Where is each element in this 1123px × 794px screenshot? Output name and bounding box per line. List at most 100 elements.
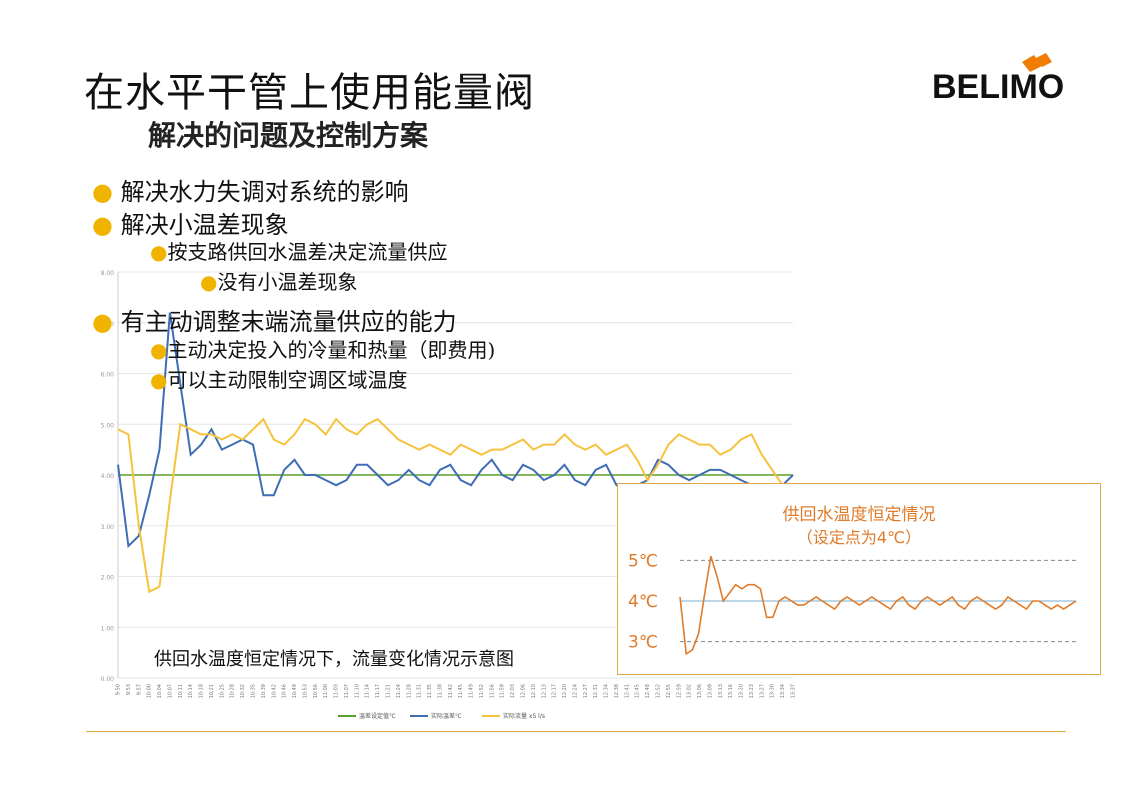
x-tick-label: 11:35 — [427, 684, 433, 698]
x-tick-label: 11:31 — [417, 684, 423, 698]
series-line-1 — [117, 312, 794, 549]
inset-chart-title: 供回水温度恒定情况 — [782, 505, 936, 525]
bullet-item: ●可以主动限制空调区域温度 — [150, 368, 408, 392]
x-tick-label: 11:49 — [469, 684, 475, 698]
x-tick-label: 11:59 — [500, 684, 506, 698]
bullet-item: ●按支路供回水温差决定流量供应 — [150, 240, 448, 264]
inset-chart: 5℃ 4℃ 3℃ — [628, 551, 1077, 656]
x-tick-label: 12:45 — [635, 684, 641, 698]
x-tick-label: 11:17 — [375, 684, 381, 698]
x-tick-label: 12:20 — [562, 684, 568, 698]
x-tick-label: 12:48 — [645, 684, 651, 698]
x-tick-label: 12:06 — [521, 684, 527, 698]
x-tick-label: 10:04 — [157, 684, 163, 698]
x-tick-label: 10:46 — [282, 684, 288, 698]
x-tick-label: 10:28 — [230, 684, 236, 698]
y-tick-label: 3.00 — [101, 524, 115, 531]
x-tick-label: 12:13 — [541, 684, 547, 698]
x-tick-label: 13:20 — [739, 684, 745, 698]
x-tick-label: 11:42 — [448, 684, 454, 698]
x-tick-label: 10:49 — [292, 684, 298, 698]
x-tick-label: 10:11 — [178, 684, 184, 698]
bottom-divider — [86, 731, 1066, 732]
x-tick-label: 13:37 — [791, 684, 797, 698]
x-tick-label: 13:13 — [718, 684, 724, 698]
x-tick-label: 10:07 — [167, 684, 173, 698]
reference-label: 3℃ — [628, 633, 658, 653]
x-tick-label: 11:24 — [396, 684, 402, 698]
x-tick-label: 13:34 — [780, 684, 786, 698]
y-tick-label: 7.00 — [101, 321, 115, 328]
y-tick-label: 2.00 — [101, 575, 115, 582]
x-tick-label: 10:25 — [219, 684, 225, 698]
belimo-logo: BELIMO — [932, 53, 1064, 106]
x-tick-label: 10:14 — [188, 684, 194, 698]
legend-entry: 实际流量 x5 l/s — [503, 712, 545, 720]
x-tick-label: 13:16 — [728, 684, 734, 698]
x-tick-label: 11:28 — [406, 684, 412, 698]
y-tick-label: 5.00 — [101, 422, 115, 429]
x-tick-label: 12:31 — [593, 684, 599, 698]
bullet-item: ●主动决定投入的冷量和热量（即费用) — [150, 338, 496, 362]
x-tick-label: 9:53 — [126, 684, 132, 695]
x-tick-label: 13:06 — [697, 684, 703, 698]
x-tick-label: 13:02 — [687, 684, 693, 698]
slide-title: 在水平干管上使用能量阀 — [84, 70, 535, 116]
x-tick-label: 10:21 — [209, 684, 215, 698]
bullet-item: ● 解决水力失调对系统的影响 — [92, 178, 409, 206]
x-tick-label: 10:56 — [313, 684, 319, 698]
x-tick-label: 12:52 — [656, 684, 662, 698]
x-tick-label: 12:41 — [624, 684, 630, 698]
x-tick-label: 11:38 — [437, 684, 443, 698]
reference-label: 5℃ — [628, 551, 658, 571]
x-tick-label: 10:53 — [302, 684, 308, 698]
bullet-item: ● 有主动调整末端流量供应的能力 — [92, 308, 457, 336]
x-tick-label: 11:00 — [323, 684, 329, 698]
legend-entry: 温差设定值℃ — [359, 712, 396, 720]
x-tick-label: 13:30 — [770, 684, 776, 698]
x-tick-label: 12:34 — [604, 684, 610, 698]
x-tick-label: 11:21 — [386, 684, 392, 698]
reference-label: 4℃ — [628, 592, 658, 612]
x-tick-label: 12:24 — [572, 684, 578, 698]
inset-chart-subtitle: （设定点为4℃） — [796, 528, 922, 547]
x-tick-label: 12:03 — [510, 684, 516, 698]
x-tick-label: 13:27 — [759, 684, 765, 698]
x-tick-label: 10:42 — [271, 684, 277, 698]
x-tick-label: 12:27 — [583, 684, 589, 698]
y-tick-label: 4.00 — [101, 473, 115, 480]
series-line-2 — [117, 417, 794, 594]
chart-caption: 供回水温度恒定情况下，流量变化情况示意图 — [154, 649, 514, 670]
x-tick-label: 11:14 — [365, 684, 371, 698]
x-tick-label: 10:39 — [261, 684, 267, 698]
x-tick-label: 9:57 — [136, 684, 142, 695]
y-tick-label: 0.00 — [101, 676, 115, 683]
x-tick-label: 11:10 — [354, 684, 360, 698]
x-tick-label: 12:38 — [614, 684, 620, 698]
x-tick-label: 11:07 — [344, 684, 350, 698]
x-tick-label: 11:52 — [479, 684, 485, 698]
x-tick-label: 12:59 — [676, 684, 682, 698]
y-tick-label: 6.00 — [101, 372, 115, 379]
x-tick-label: 9:50 — [116, 684, 122, 695]
logo-text: BELIMO — [932, 68, 1064, 106]
x-tick-label: 13:23 — [749, 684, 755, 698]
slide-subtitle: 解决的问题及控制方案 — [148, 119, 429, 152]
x-tick-label: 11:03 — [334, 684, 340, 698]
x-tick-label: 12:55 — [666, 684, 672, 698]
inset-chart-box: 供回水温度恒定情况 （设定点为4℃） 5℃ 4℃ 3℃ — [617, 483, 1101, 675]
x-tick-label: 12:10 — [531, 684, 537, 698]
x-tick-label: 10:18 — [199, 684, 205, 698]
legend-entry: 实际温差℃ — [431, 712, 462, 720]
x-tick-label: 11:45 — [458, 684, 464, 698]
x-tick-label: 10:32 — [240, 684, 246, 698]
inset-series-line — [679, 556, 1077, 656]
x-tick-label: 10:00 — [147, 684, 153, 698]
x-tick-label: 13:09 — [707, 684, 713, 698]
bullet-item: ● 解决小温差现象 — [92, 211, 289, 239]
x-tick-label: 10:35 — [251, 684, 257, 698]
y-tick-label: 1.00 — [101, 625, 115, 632]
x-tick-label: 11:56 — [489, 684, 495, 698]
x-tick-label: 12:17 — [552, 684, 558, 698]
bullet-item: ●没有小温差现象 — [200, 270, 358, 294]
